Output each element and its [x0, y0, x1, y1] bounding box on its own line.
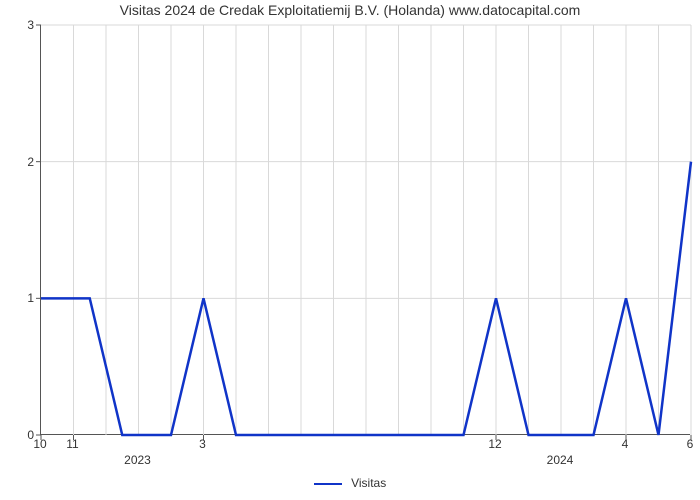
chart-title: Visitas 2024 de Credak Exploitatiemij B.…: [0, 2, 700, 18]
y-tick-label: 2: [4, 155, 34, 169]
x-tick-label: 4: [622, 437, 629, 451]
x-year-label: 2023: [124, 453, 151, 467]
chart-svg: [41, 25, 691, 435]
x-tick-label: 3: [199, 437, 206, 451]
x-year-label: 2024: [547, 453, 574, 467]
y-tick-label: 0: [4, 428, 34, 442]
legend: Visitas: [0, 476, 700, 490]
x-tick-label: 12: [488, 437, 501, 451]
y-tick-label: 1: [4, 291, 34, 305]
x-tick-label: 6: [687, 437, 694, 451]
x-tick-label: 11: [66, 437, 78, 451]
x-tick-label: 10: [33, 437, 46, 451]
y-tick-label: 3: [4, 18, 34, 32]
legend-label: Visitas: [351, 476, 386, 490]
plot-area: [40, 25, 690, 435]
chart-container: Visitas 2024 de Credak Exploitatiemij B.…: [0, 0, 700, 500]
legend-swatch: [314, 483, 342, 485]
